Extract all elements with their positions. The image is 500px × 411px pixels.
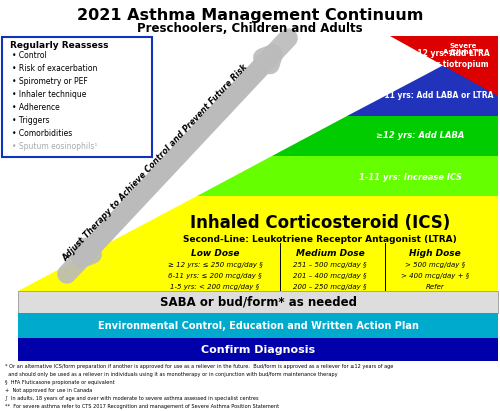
Text: • Sputum eosinophils¹: • Sputum eosinophils¹ <box>12 142 98 151</box>
Text: SABA or bud/form* as needed: SABA or bud/form* as needed <box>160 296 356 309</box>
Polygon shape <box>18 196 498 291</box>
Bar <box>18 338 498 361</box>
Polygon shape <box>390 36 498 96</box>
Text: 1-5 yrs: < 200 mcg/day §: 1-5 yrs: < 200 mcg/day § <box>170 284 260 290</box>
FancyArrowPatch shape <box>82 38 288 258</box>
Text: and should only be used as a reliever in individuals using it as monotherapy or : and should only be used as a reliever in… <box>5 372 338 377</box>
Text: 201 – 400 mcg/day §: 201 – 400 mcg/day § <box>293 273 367 279</box>
FancyBboxPatch shape <box>2 37 152 157</box>
Text: • Risk of exacerbation: • Risk of exacerbation <box>12 64 98 73</box>
Bar <box>18 313 498 338</box>
Text: • Triggers: • Triggers <box>12 116 50 125</box>
Text: ≥12 yrs: Add LABA: ≥12 yrs: Add LABA <box>376 132 464 141</box>
Text: Environmental Control, Education and Written Action Plan: Environmental Control, Education and Wri… <box>98 321 418 331</box>
Text: 1-11 yrs: Increase ICS: 1-11 yrs: Increase ICS <box>358 173 462 182</box>
Text: > 500 mcg/day §: > 500 mcg/day § <box>405 262 465 268</box>
Polygon shape <box>348 76 498 116</box>
Text: * Or an alternative ICS/form preparation if another is approved for use as a rel: * Or an alternative ICS/form preparation… <box>5 364 394 369</box>
Text: ≥ 12 yrs: ≤ 250 mcg/day §: ≥ 12 yrs: ≤ 250 mcg/day § <box>168 262 262 268</box>
FancyArrowPatch shape <box>67 54 273 274</box>
Text: ≥12 yrs: Add LTRA
and/or tiotropium: ≥12 yrs: Add LTRA and/or tiotropium <box>410 49 490 69</box>
Text: Low Dose: Low Dose <box>191 249 240 258</box>
Polygon shape <box>272 116 498 156</box>
Text: 251 – 500 mcg/day §: 251 – 500 mcg/day § <box>293 262 367 268</box>
Text: • Control: • Control <box>12 51 47 60</box>
Bar <box>18 291 498 313</box>
Text: > 400 mcg/day + §: > 400 mcg/day + § <box>401 273 469 279</box>
Text: **  For severe asthma refer to CTS 2017 Recognition and management of Severe Ast: ** For severe asthma refer to CTS 2017 R… <box>5 404 279 409</box>
Text: Refer: Refer <box>426 284 444 290</box>
Polygon shape <box>422 36 498 76</box>
Text: 200 – 250 mcg/day §: 200 – 250 mcg/day § <box>293 284 367 290</box>
Text: §  HFA Fluticasone propionate or equivalent: § HFA Fluticasone propionate or equivale… <box>5 380 114 385</box>
Text: Medium Dose: Medium Dose <box>296 249 364 258</box>
Text: • Spirometry or PEF: • Spirometry or PEF <box>12 77 88 86</box>
Text: Second-Line: Leukotriene Receptor Antagonist (LTRA): Second-Line: Leukotriene Receptor Antago… <box>183 235 457 243</box>
Text: Regularly Reassess: Regularly Reassess <box>10 41 108 50</box>
Text: 6-11 yrs: Add LABA or LTRA: 6-11 yrs: Add LABA or LTRA <box>376 92 494 101</box>
Text: 2021 Asthma Management Continuum: 2021 Asthma Management Continuum <box>77 8 423 23</box>
Text: Inhaled Corticosteroid (ICS): Inhaled Corticosteroid (ICS) <box>190 214 450 232</box>
Text: Severe
Asthma **: Severe Asthma ** <box>443 42 483 55</box>
Text: • Inhaler technique: • Inhaler technique <box>12 90 86 99</box>
Text: • Comorbidities: • Comorbidities <box>12 129 72 138</box>
Text: Confirm Diagnosis: Confirm Diagnosis <box>201 345 315 355</box>
Text: ∫  In adults, 18 years of age and over with moderate to severe asthma assessed i: ∫ In adults, 18 years of age and over wi… <box>5 396 258 401</box>
Text: +  Not approved for use in Canada: + Not approved for use in Canada <box>5 388 92 393</box>
Text: High Dose: High Dose <box>409 249 461 258</box>
Text: • Adherence: • Adherence <box>12 103 60 112</box>
Text: 6-11 yrs: ≤ 200 mcg/day §: 6-11 yrs: ≤ 200 mcg/day § <box>168 273 262 279</box>
Polygon shape <box>197 156 498 196</box>
Text: Preschoolers, Children and Adults: Preschoolers, Children and Adults <box>137 22 363 35</box>
Text: Adjust Therapy to Achieve Control and Prevent Future Risk: Adjust Therapy to Achieve Control and Pr… <box>60 63 250 263</box>
